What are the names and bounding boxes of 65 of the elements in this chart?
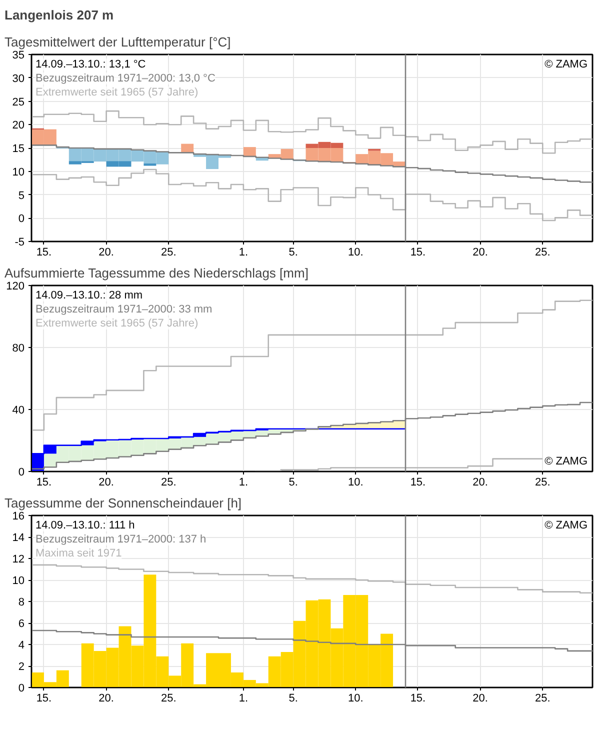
x-tick-label: 15. [36,246,52,258]
annotation: 14.09.–13.10.: 111 h [36,520,135,532]
series-label: Maxima seit 1971 [36,548,122,560]
series-label: Extremwerte seit 1965 (57 Jahre) [36,86,198,98]
y-tick-label: 40 [12,404,25,416]
chart-subtitle: Tagesmittelwert der Lufttemperatur [°C] [4,34,231,50]
annotation: © ZAMG [544,456,588,468]
annotation: 14.09.–13.10.: 13,1 °C [36,58,146,70]
text: Bezugszeitraum 1971–2000: 137 h [36,534,206,546]
annotation: 14.09.–13.10.: 28 mm [36,290,143,302]
x-tick-label: 5. [288,692,298,704]
x-tick-label: 15. [36,476,52,488]
y-tick-label: 6 [18,618,25,630]
x-tick-label: 20. [472,246,488,258]
x-tick-label: 5. [288,476,298,488]
y-tick-label: 10 [12,166,25,178]
x-tick-label: 25. [534,692,550,704]
text: Bezugszeitraum 1971–2000: 13,0 °C [36,72,216,84]
y-tick-label: 14 [12,532,25,544]
x-tick-label: 1. [238,246,248,258]
x-tick-label: 10. [348,692,364,704]
y-tick-label: 20 [12,120,25,132]
chart-title: Tagessumme der Sonnenscheindauer [h] [4,496,242,510]
x-tick-label: 20. [98,476,114,488]
y-tick-label: 0 [18,682,25,694]
y-tick-label: 12 [12,554,25,566]
y-tick-label: 25 [12,96,25,108]
x-tick-label: 20. [98,692,114,704]
x-tick-label: 1. [238,476,248,488]
x-tick-label: 15. [410,692,426,704]
y-tick-label: 8 [18,596,25,608]
y-tick-label: 2 [18,661,25,673]
y-tick-label: -5 [14,236,24,248]
y-tick-label: 15 [12,143,25,155]
x-tick-label: 25. [160,246,176,258]
x-tick-label: 25. [160,692,176,704]
chart-title: Aufsummierte Tagessumme des Niederschlags [mm] [4,266,308,280]
chart-title: Langenlois 207 m [4,8,114,22]
text: Bezugszeitraum 1971–2000: 33 mm [36,304,212,316]
x-tick-label: 10. [348,246,364,258]
x-tick-label: 1. [238,692,248,704]
x-tick-label: 20. [98,246,114,258]
y-tick-label: 5 [18,190,25,202]
y-tick-label: 0 [18,213,25,226]
y-tick-label: 10 [12,575,25,587]
annotation: © ZAMG [544,520,588,532]
y-tick-label: 120 [6,280,25,292]
x-tick-label: 15. [410,246,426,258]
y-tick-label: 35 [12,50,25,62]
x-tick-label: 10. [348,476,364,488]
x-tick-label: 5. [288,246,298,258]
y-tick-label: 80 [12,342,25,354]
y-tick-label: 16 [12,510,25,522]
x-tick-label: 25. [534,246,550,258]
text: Extremwerte seit 1965 (57 Jahre) [36,318,198,330]
x-tick-label: 20. [472,476,488,488]
x-tick-label: 25. [534,476,550,488]
x-tick-label: 15. [410,476,426,488]
annotation: © ZAMG [544,58,588,70]
x-tick-label: 20. [472,692,488,704]
y-tick-label: 0 [18,466,25,478]
x-tick-label: 15. [36,692,52,704]
y-tick-label: 30 [12,72,25,85]
y-tick-label: 4 [18,640,25,652]
x-tick-label: 25. [160,476,176,488]
